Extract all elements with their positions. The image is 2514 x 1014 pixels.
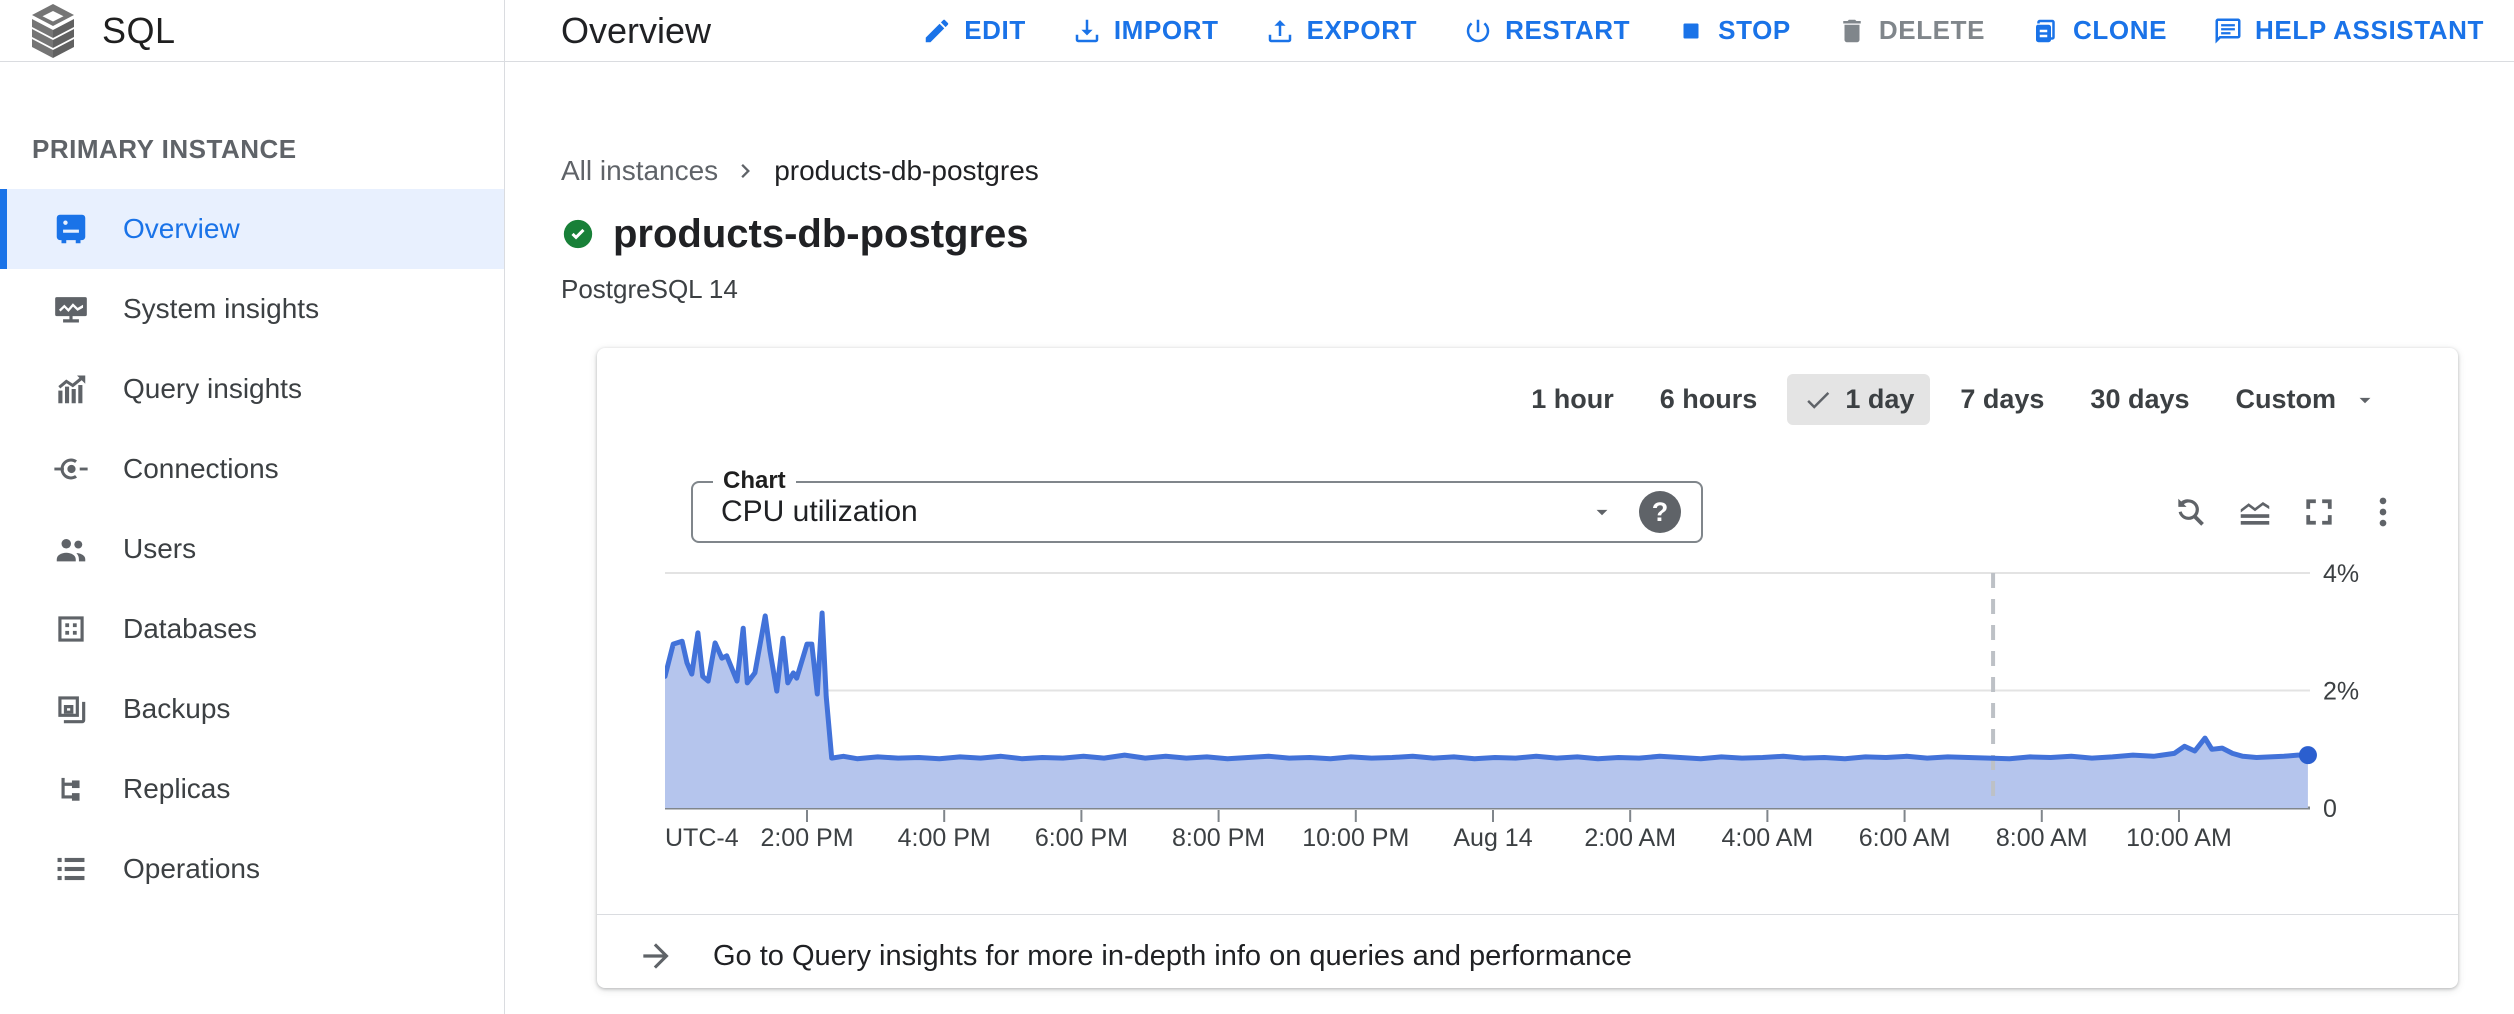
svg-text:2:00 PM: 2:00 PM — [760, 824, 853, 852]
chart-select-value: CPU utilization — [721, 495, 918, 528]
breadcrumb: All instances products-db-postgres — [561, 154, 2458, 188]
stop-icon — [1683, 23, 1699, 38]
bar-chart-icon — [58, 375, 86, 404]
status-running-icon — [563, 219, 593, 249]
export-button[interactable]: EXPORT — [1265, 15, 1418, 46]
chat-icon — [2215, 18, 2241, 43]
chart-toolbar — [2172, 493, 2402, 531]
sidebar-item-databases[interactable]: Databases — [0, 589, 504, 669]
main-content: All instances products-db-postgres produ… — [505, 62, 2514, 1014]
range-1-day[interactable]: 1 day — [1787, 374, 1931, 425]
range-6-hours[interactable]: 6 hours — [1644, 374, 1774, 425]
pencil-icon — [925, 19, 949, 42]
svg-text:10:00 PM: 10:00 PM — [1302, 824, 1409, 852]
restart-button[interactable]: RESTART — [1463, 15, 1630, 46]
plug-icon — [54, 458, 88, 480]
sidebar-item-system-insights[interactable]: System insights — [0, 269, 504, 349]
instance-actions: EDIT IMPORT EXPORT RESTART STOP DELETE — [922, 15, 2484, 46]
top-bar: SQL Overview EDIT IMPORT EXPORT RESTART — [0, 0, 2514, 62]
area-chart-icon[interactable] — [2236, 493, 2274, 531]
sidebar-item-users[interactable]: Users — [0, 509, 504, 589]
stop-button[interactable]: STOP — [1676, 15, 1791, 46]
svg-text:Aug 14: Aug 14 — [1453, 824, 1532, 852]
cloud-sql-logo-icon — [32, 3, 74, 58]
sql-product-home[interactable]: SQL — [0, 0, 505, 61]
grid-icon — [58, 616, 84, 642]
breadcrumb-current: products-db-postgres — [774, 155, 1039, 186]
time-range-selector: 1 hour 6 hours 1 day 7 days 30 days Cust… — [597, 348, 2458, 425]
sidebar: PRIMARY INSTANCE Overview System insight… — [0, 62, 505, 1014]
chart-controls: Chart CPU utilization ? — [597, 467, 2458, 543]
chevron-down-icon — [2359, 397, 2371, 403]
svg-text:4:00 AM: 4:00 AM — [1722, 824, 1814, 852]
monitor-icon — [55, 297, 87, 323]
breadcrumb-all-instances[interactable]: All instances — [561, 155, 719, 186]
check-icon — [1807, 391, 1830, 409]
backup-icon — [58, 696, 86, 724]
instance-engine: PostgreSQL 14 — [561, 274, 738, 304]
sidebar-item-replicas[interactable]: Replicas — [0, 749, 504, 829]
svg-text:8:00 AM: 8:00 AM — [1996, 824, 2088, 852]
sidebar-item-query-insights[interactable]: Query insights — [0, 349, 504, 429]
svg-text:2%: 2% — [2323, 678, 2359, 706]
sidebar-item-operations[interactable]: Operations — [0, 829, 504, 909]
dropdown-arrow-icon — [1596, 509, 1608, 516]
range-30-days[interactable]: 30 days — [2074, 374, 2205, 425]
clone-button[interactable]: CLONE — [2031, 15, 2167, 46]
arrow-right-icon — [643, 943, 669, 969]
instance-icon — [56, 214, 86, 244]
cpu-chart-svg[interactable]: 0 2% 4% UTC-4 2:00 PM 4:00 PM 6:00 PM 8:00 PM 10… — [662, 560, 2455, 873]
svg-text:8:00 PM: 8:00 PM — [1172, 824, 1265, 852]
clone-icon — [2036, 19, 2055, 42]
trash-icon — [1843, 19, 1861, 42]
list-icon — [57, 857, 85, 881]
svg-text:UTC-4: UTC-4 — [665, 824, 739, 852]
metrics-card: 1 hour 6 hours 1 day 7 days 30 days Cust… — [597, 348, 2458, 988]
svg-text:6:00 AM: 6:00 AM — [1859, 824, 1951, 852]
svg-text:4:00 PM: 4:00 PM — [898, 824, 991, 852]
product-name: SQL — [102, 9, 176, 51]
chart-select-label: Chart — [713, 467, 796, 495]
sidebar-item-connections[interactable]: Connections — [0, 429, 504, 509]
chevron-right-icon — [741, 164, 751, 178]
svg-text:0: 0 — [2323, 795, 2337, 823]
delete-button: DELETE — [1837, 15, 1985, 46]
fullscreen-icon[interactable] — [2300, 493, 2338, 531]
help-icon[interactable]: ? — [1639, 491, 1681, 533]
tree-icon — [61, 777, 80, 801]
query-insights-link[interactable]: Go to Query insights for more in-depth i… — [597, 915, 2458, 997]
help-assistant-button[interactable]: HELP ASSISTANT — [2213, 15, 2484, 46]
chart-metric-select[interactable]: Chart CPU utilization ? — [691, 467, 1703, 543]
range-7-days[interactable]: 7 days — [1944, 374, 2060, 425]
range-custom[interactable]: Custom — [2220, 374, 2395, 425]
download-icon — [1075, 19, 1099, 42]
edit-button[interactable]: EDIT — [922, 15, 1026, 46]
page-title: Overview — [561, 9, 712, 51]
import-button[interactable]: IMPORT — [1072, 15, 1219, 46]
instance-name: products-db-postgres — [613, 211, 1029, 256]
svg-text:4%: 4% — [2323, 561, 2359, 588]
svg-text:10:00 AM: 10:00 AM — [2126, 824, 2232, 852]
more-vert-icon[interactable] — [2364, 493, 2402, 531]
zoom-reset-icon[interactable] — [2172, 493, 2210, 531]
sidebar-item-overview[interactable]: Overview — [0, 189, 504, 269]
svg-text:2:00 AM: 2:00 AM — [1584, 824, 1676, 852]
sidebar-section-label: PRIMARY INSTANCE — [32, 134, 297, 164]
svg-text:6:00 PM: 6:00 PM — [1035, 824, 1128, 852]
header-toolbar: Overview EDIT IMPORT EXPORT RESTART STOP — [505, 0, 2514, 61]
range-1-hour[interactable]: 1 hour — [1515, 374, 1630, 425]
people-icon — [56, 539, 86, 562]
cpu-utilization-chart[interactable]: 0 2% 4% UTC-4 2:00 PM 4:00 PM 6:00 PM 8:00 PM 10… — [662, 560, 2458, 878]
instance-title-row: products-db-postgres — [561, 208, 2458, 260]
card-divider — [597, 914, 2458, 915]
power-icon — [1466, 19, 1490, 42]
upload-icon — [1268, 19, 1291, 42]
sidebar-item-backups[interactable]: Backups — [0, 669, 504, 749]
